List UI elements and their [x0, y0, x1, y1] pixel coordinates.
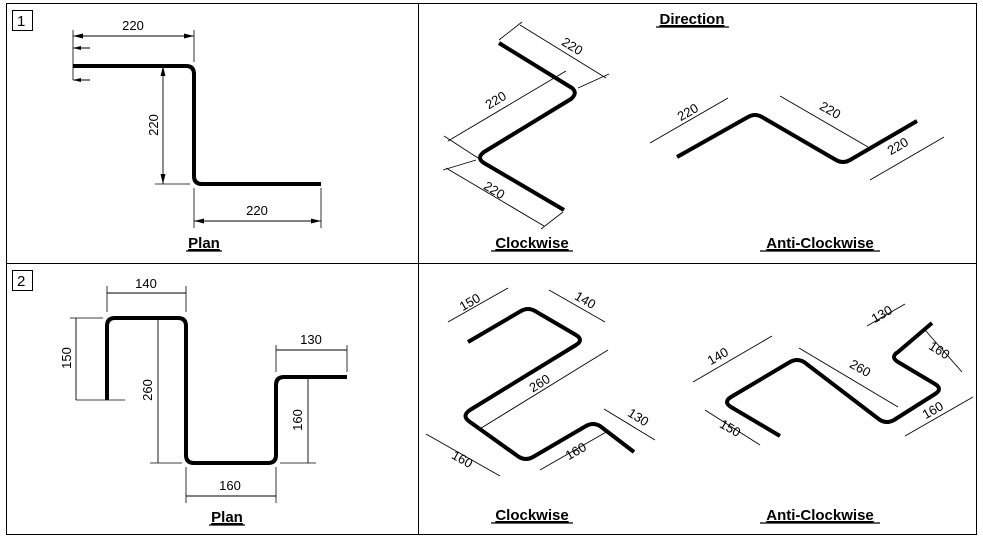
arrow-head	[194, 218, 204, 224]
dim-label: 260	[140, 379, 155, 401]
row-index-box-2	[12, 270, 33, 291]
dim-line	[447, 70, 567, 142]
arrow-head	[160, 174, 166, 184]
plan-title-1: Plan	[188, 235, 220, 252]
dim-label: 220	[481, 178, 507, 202]
shape1-clockwise-bar	[478, 41, 577, 212]
shape2-clockwise: 150 140 260 160 160 130	[425, 287, 656, 477]
dim-line	[779, 95, 869, 148]
anticlockwise-title-1: Anti-Clockwise	[766, 235, 874, 252]
dim-label: 220	[483, 88, 509, 112]
row-index-2: 2	[17, 273, 25, 290]
dim-line	[519, 24, 607, 79]
shape2-plan-bar	[105, 316, 347, 465]
dim-line	[692, 335, 773, 383]
dim-line	[548, 289, 606, 323]
arrow-head	[160, 66, 166, 76]
shape2-clockwise-bar	[463, 307, 636, 461]
dim-line	[798, 347, 899, 408]
dim-label: 160	[926, 338, 952, 362]
dim-line	[904, 396, 974, 437]
ext-line	[443, 135, 479, 159]
dim-line	[649, 97, 729, 144]
dim-label: 220	[122, 18, 144, 33]
direction-title: Direction	[659, 11, 724, 28]
dim-label: 160	[449, 447, 475, 471]
dim-line	[539, 430, 609, 471]
dim-line	[603, 408, 656, 441]
shape1-plan: 220 220 220	[72, 18, 322, 228]
dim-label: 140	[572, 288, 598, 312]
shape1-plan-bar	[73, 64, 321, 186]
clockwise-title-2: Clockwise	[495, 507, 568, 524]
anticlockwise-title-2: Anti-Clockwise	[766, 507, 874, 524]
shape2-plan: 140 150 260 160 160 130	[59, 276, 348, 503]
dim-label: 220	[246, 203, 268, 218]
dim-line	[447, 287, 509, 323]
dim-line	[425, 433, 501, 477]
dim-label: 130	[625, 405, 651, 429]
shape2-anticlockwise-bar	[725, 321, 941, 438]
dim-line	[866, 303, 906, 327]
arrow-head	[73, 33, 83, 39]
dim-line	[704, 409, 761, 446]
dim-label: 130	[300, 332, 322, 347]
dim-line	[924, 329, 963, 373]
ext-line	[540, 211, 564, 230]
row-index-box-1	[12, 10, 33, 31]
dim-label: 220	[559, 34, 585, 58]
ext-line	[498, 21, 523, 41]
dim-label: 140	[705, 344, 731, 368]
dim-label: 220	[675, 100, 701, 124]
dim-label: 160	[219, 478, 241, 493]
dim-label: 260	[847, 356, 873, 380]
clockwise-title-1: Clockwise	[495, 235, 568, 252]
shape1-anticlockwise-bar	[676, 113, 919, 164]
arrow-head	[311, 218, 321, 224]
arrow-head	[73, 46, 81, 50]
dim-line	[869, 136, 945, 181]
ext-line	[577, 73, 610, 89]
dim-label: 150	[457, 290, 483, 314]
dim-label: 160	[290, 409, 305, 431]
dim-label: 220	[146, 114, 161, 136]
arrow-head	[184, 33, 194, 39]
table-frame	[6, 3, 977, 535]
dim-label: 150	[59, 347, 74, 369]
shape1-clockwise: 220 220 220	[442, 21, 610, 230]
dim-label: 140	[135, 276, 157, 291]
arrow-head	[73, 78, 81, 82]
dim-label: 220	[817, 98, 843, 122]
shape1-anticlockwise: 220 220 220	[649, 95, 945, 181]
row-index-1: 1	[17, 13, 25, 30]
dim-line	[477, 349, 609, 431]
shape2-anticlockwise: 130 160 140 260 160 150	[692, 302, 974, 446]
plan-title-2: Plan	[211, 509, 243, 526]
ext-line	[442, 159, 477, 171]
dim-label: 160	[563, 439, 589, 463]
dim-line	[445, 167, 545, 227]
